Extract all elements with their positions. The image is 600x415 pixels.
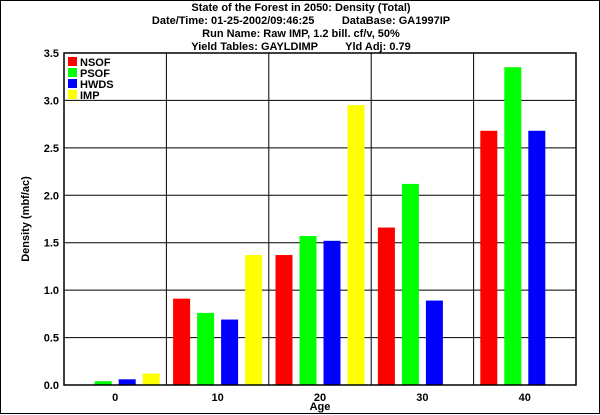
- datetime-line: Date/Time: 01-25-2002/09:46:25 DataBase:…: [1, 15, 600, 28]
- y-tick-label: 3.5: [44, 48, 59, 60]
- bar-hwds-10: [221, 319, 239, 385]
- x-tick-label: 20: [314, 392, 326, 404]
- bar-nsof-20: [275, 255, 293, 385]
- bar-hwds-20: [323, 240, 341, 385]
- bar-nsof-10: [173, 298, 191, 385]
- yield-line: Yield Tables: GAYLDIMP Yld Adj: 0.79: [1, 41, 600, 54]
- yld-adj-text: Yld Adj: 0.79: [345, 41, 411, 53]
- yield-tables-text: Yield Tables: GAYLDIMP: [191, 41, 318, 53]
- datetime-text: Date/Time: 01-25-2002/09:46:25: [151, 15, 315, 27]
- x-tick-label: 30: [416, 392, 428, 404]
- bar-nsof-40: [480, 130, 498, 385]
- chart-title: State of the Forest in 2050: Density (To…: [191, 2, 411, 14]
- bar-nsof-30: [377, 227, 395, 385]
- legend-label-hwds: HWDS: [80, 79, 114, 91]
- database-text: DataBase: GA1997IP: [341, 15, 451, 27]
- x-tick-label: 0: [112, 392, 118, 404]
- bar-imp-0: [142, 373, 160, 385]
- legend-swatch-psof: [68, 68, 77, 77]
- plot-border: [63, 52, 577, 386]
- x-tick-label: 40: [519, 392, 531, 404]
- legend-label-imp: IMP: [80, 90, 100, 102]
- bar-psof-40: [504, 67, 522, 385]
- grid-lines: [64, 52, 576, 386]
- y-tick-label: 2.5: [44, 143, 59, 155]
- y-tick-label: 2.0: [44, 190, 59, 202]
- legend-swatch-nsof: [68, 57, 77, 66]
- y-tick-labels: 0.0 0.5 1.0 1.5 2.0 2.5 3.0 3.5: [44, 48, 59, 392]
- bar-psof-30: [401, 183, 419, 385]
- bar-psof-20: [299, 236, 317, 385]
- y-tick-label: 0.0: [44, 380, 59, 392]
- x-tick-label: 10: [211, 392, 223, 404]
- x-axis-label: Age: [310, 401, 331, 413]
- legend-label-nsof: NSOF: [80, 57, 111, 69]
- run-name-text: Run Name: Raw IMP, 1.2 bill. cf/v, 50%: [202, 28, 400, 40]
- bar-hwds-40: [528, 130, 546, 385]
- x-tick-labels: 0 10 20 30 40: [112, 392, 531, 404]
- legend-swatch-hwds: [68, 79, 77, 88]
- legend-label-psof: PSOF: [80, 68, 110, 80]
- legend-swatch-imp: [68, 90, 77, 99]
- bar-psof-10: [197, 312, 215, 385]
- y-axis-label: Density (mbf/ac): [20, 176, 32, 262]
- y-tick-label: 0.5: [44, 333, 59, 345]
- y-tick-label: 1.5: [44, 238, 59, 250]
- y-tick-label: 3.0: [44, 95, 59, 107]
- bar-hwds-30: [425, 300, 443, 385]
- bar-imp-20: [347, 105, 365, 386]
- bars: [94, 67, 546, 386]
- bar-imp-10: [245, 255, 263, 385]
- bar-psof-0: [94, 381, 112, 385]
- bar-hwds-0: [118, 379, 136, 385]
- y-tick-label: 1.0: [44, 285, 59, 297]
